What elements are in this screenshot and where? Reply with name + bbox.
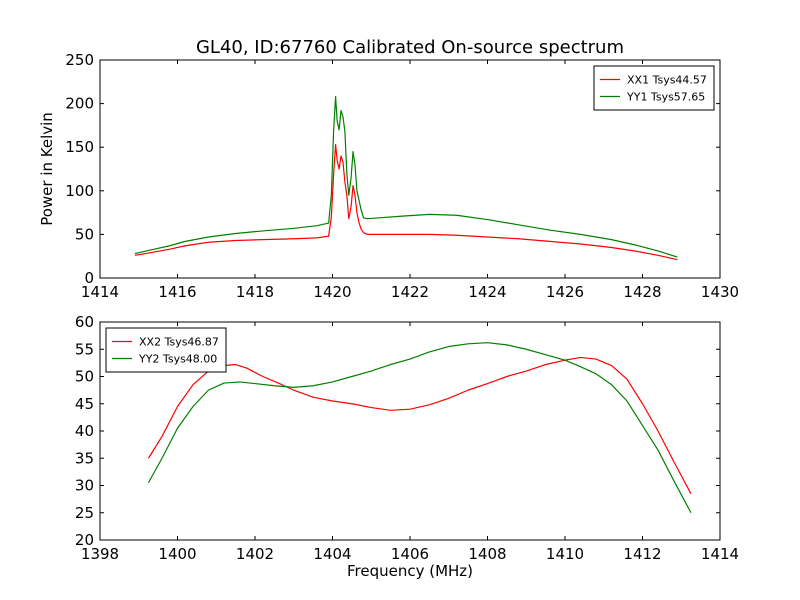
legend-label: XX2 Tsys46.87: [139, 336, 219, 349]
x-axis-label: Frequency (MHz): [347, 562, 473, 580]
x-tick-label: 1414: [81, 283, 119, 301]
x-tick-label: 1420: [313, 283, 351, 301]
legend-box: [593, 65, 715, 111]
y-tick-label: 0: [84, 269, 94, 287]
legend: XX2 Tsys46.87 YY2 Tsys48.00: [105, 327, 227, 373]
x-tick-label: 1406: [391, 545, 429, 563]
x-tick-label: 1426: [546, 283, 584, 301]
x-tick-label: 1400: [158, 545, 196, 563]
y-tick-label: 25: [75, 504, 94, 522]
y-axis-label: Power in Kelvin: [38, 112, 56, 226]
x-tick-label: 1412: [623, 545, 661, 563]
y-tick-label: 200: [65, 95, 94, 113]
x-tick-label: 1410: [546, 545, 584, 563]
y-tick-label: 50: [75, 368, 94, 386]
y-tick-label: 35: [75, 449, 94, 467]
series-line-0-1: [134, 96, 678, 258]
x-tick-label: 1416: [158, 283, 196, 301]
legend-label: XX1 Tsys44.57: [627, 74, 707, 87]
y-tick-label: 20: [75, 531, 94, 549]
x-tick-label: 1414: [701, 545, 739, 563]
x-tick-label: 1422: [391, 283, 429, 301]
x-tick-label: 1398: [81, 545, 119, 563]
y-tick-label: 150: [65, 138, 94, 156]
x-tick-label: 1430: [701, 283, 739, 301]
x-tick-label: 1404: [313, 545, 351, 563]
y-tick-label: 30: [75, 477, 94, 495]
y-tick-label: 60: [75, 313, 94, 331]
series-line-1-0: [147, 356, 692, 494]
y-tick-label: 45: [75, 395, 94, 413]
bottom-panel: 1398 1400 1402 1404 1406 1408 1410 1412 1414 20 25…: [75, 313, 739, 580]
legend-label: YY2 Tsys48.00: [138, 353, 217, 366]
x-tick-label: 1424: [468, 283, 506, 301]
series-line-1-1: [147, 342, 692, 514]
x-tick-label: 1402: [236, 545, 274, 563]
y-tick-label: 55: [75, 340, 94, 358]
y-tick-label: 100: [65, 182, 94, 200]
x-tick-label: 1408: [468, 545, 506, 563]
figure-title: GL40, ID:67760 Calibrated On-source spec…: [196, 37, 624, 58]
y-tick-label: 50: [75, 225, 94, 243]
x-tick-label: 1428: [623, 283, 661, 301]
x-tick-label: 1418: [236, 283, 274, 301]
legend-label: YY1 Tsys57.65: [626, 91, 705, 104]
legend-box: [105, 327, 227, 373]
y-tick-label: 40: [75, 422, 94, 440]
y-tick-label: 250: [65, 51, 94, 69]
series-line-0-0: [134, 143, 678, 261]
legend: XX1 Tsys44.57 YY1 Tsys57.65: [593, 65, 715, 111]
top-panel: 1414 1416 1418 1420 1422 1424 1426 1428 1430 0 50 1…: [38, 51, 739, 301]
